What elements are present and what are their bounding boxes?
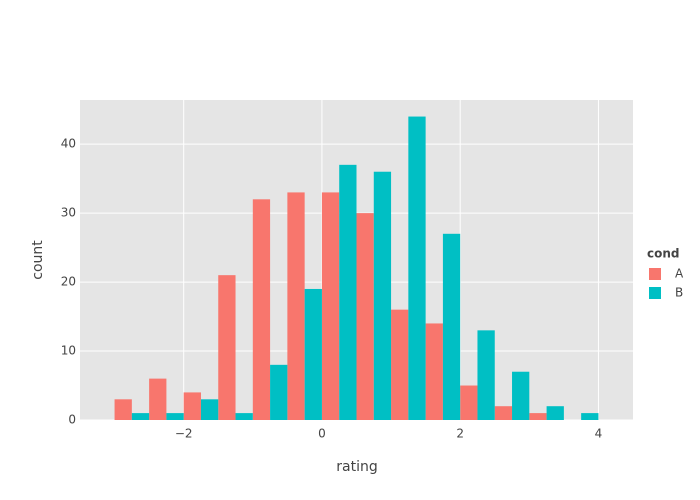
- bar: [131, 413, 150, 420]
- bar: [425, 323, 443, 420]
- bar: [304, 288, 322, 420]
- legend-label: A: [675, 267, 684, 281]
- x-tick-label: 2: [456, 427, 464, 441]
- bar: [200, 399, 219, 420]
- y-tick-label: 20: [61, 275, 76, 289]
- bar: [581, 413, 599, 420]
- bar: [529, 413, 547, 420]
- bar: [373, 171, 392, 420]
- labels: 0 10 20 30 40 −2 0 2 4: [61, 137, 603, 441]
- bar: [512, 371, 530, 420]
- y-tick-label: 30: [61, 206, 76, 220]
- bar: [477, 330, 495, 420]
- bar: [442, 233, 461, 420]
- bar: [235, 413, 253, 420]
- bar: [494, 406, 513, 420]
- x-tick-label: −2: [175, 427, 193, 441]
- y-tick-label: 0: [68, 413, 76, 427]
- legend-title: cond: [647, 247, 680, 261]
- y-tick-label: 10: [61, 344, 76, 358]
- bar: [114, 399, 132, 420]
- bar: [408, 116, 426, 420]
- x-tick-label: 4: [595, 427, 603, 441]
- y-axis-title: count: [30, 240, 46, 280]
- legend-swatch: [649, 268, 661, 280]
- bar: [356, 213, 374, 420]
- bar: [546, 406, 564, 420]
- bars: [114, 116, 599, 420]
- y-tick-label: 40: [61, 137, 76, 151]
- legend-swatch: [649, 287, 661, 299]
- bar: [391, 309, 409, 420]
- bar: [270, 364, 288, 420]
- bar: [287, 192, 305, 420]
- bar: [218, 275, 236, 420]
- bar: [339, 164, 357, 420]
- x-tick-label: 0: [318, 427, 326, 441]
- bar: [321, 192, 340, 420]
- legend-label: B: [675, 286, 683, 300]
- bar: [460, 385, 478, 420]
- bar: [252, 199, 271, 420]
- bar: [166, 413, 184, 420]
- bar: [183, 392, 201, 420]
- bar: [149, 378, 167, 420]
- x-axis-title: rating: [336, 459, 377, 475]
